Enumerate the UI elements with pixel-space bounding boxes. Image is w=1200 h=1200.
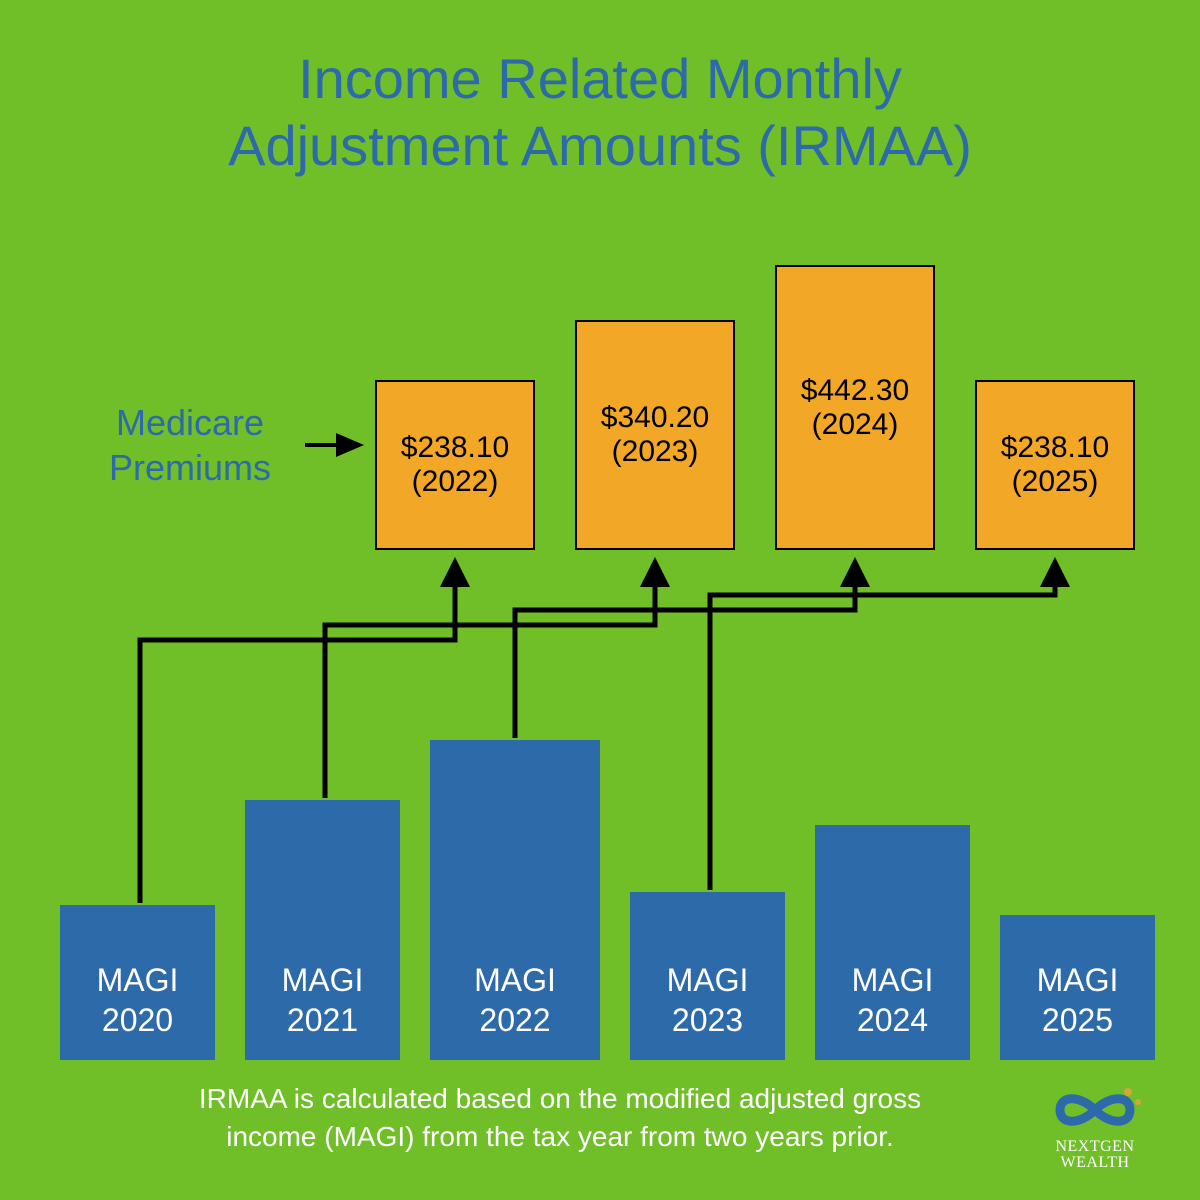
premium-year: (2022) [412, 465, 499, 499]
magi-bar-2025: MAGI2025 [1000, 915, 1155, 1060]
magi-year: 2024 [857, 1000, 928, 1040]
premium-amount: $238.10 [1001, 431, 1109, 465]
magi-year: 2020 [102, 1000, 173, 1040]
premium-box-0: $238.10(2022) [375, 380, 535, 550]
premium-box-2: $442.30(2024) [775, 265, 935, 550]
nextgen-wealth-logo: NEXTGEN WEALTH [1040, 1080, 1150, 1172]
magi-label: MAGI [1037, 960, 1119, 1000]
magi-bar-2021: MAGI2021 [245, 800, 400, 1060]
premium-amount: $238.10 [401, 431, 509, 465]
medicare-premiums-label: Medicare Premiums [80, 400, 300, 490]
premium-year: (2025) [1012, 465, 1099, 499]
logo-text-line2: WEALTH [1060, 1154, 1129, 1172]
title-line2: Adjustment Amounts (IRMAA) [0, 112, 1200, 179]
magi-label: MAGI [97, 960, 179, 1000]
magi-bar-2022: MAGI2022 [430, 740, 600, 1060]
magi-bar-2023: MAGI2023 [630, 892, 785, 1060]
magi-label: MAGI [852, 960, 934, 1000]
magi-label: MAGI [282, 960, 364, 1000]
magi-label: MAGI [474, 960, 556, 1000]
footer-line2: income (MAGI) from the tax year from two… [120, 1118, 1000, 1156]
main-title: Income Related Monthly Adjustment Amount… [0, 45, 1200, 179]
title-line1: Income Related Monthly [0, 45, 1200, 112]
premium-amount: $442.30 [801, 374, 909, 408]
premium-box-3: $238.10(2025) [975, 380, 1135, 550]
premium-box-1: $340.20(2023) [575, 320, 735, 550]
magi-year: 2025 [1042, 1000, 1113, 1040]
magi-year: 2022 [479, 1000, 550, 1040]
magi-year: 2023 [672, 1000, 743, 1040]
magi-bar-2024: MAGI2024 [815, 825, 970, 1060]
premium-amount: $340.20 [601, 401, 709, 435]
magi-bar-2020: MAGI2020 [60, 905, 215, 1060]
premium-year: (2023) [612, 435, 699, 469]
magi-year: 2021 [287, 1000, 358, 1040]
medicare-label-line2: Premiums [80, 445, 300, 490]
infinity-icon [1040, 1080, 1150, 1140]
footer-line1: IRMAA is calculated based on the modifie… [120, 1080, 1000, 1118]
magi-label: MAGI [667, 960, 749, 1000]
premium-year: (2024) [812, 408, 899, 442]
footer-note: IRMAA is calculated based on the modifie… [120, 1080, 1000, 1156]
medicare-label-line1: Medicare [80, 400, 300, 445]
